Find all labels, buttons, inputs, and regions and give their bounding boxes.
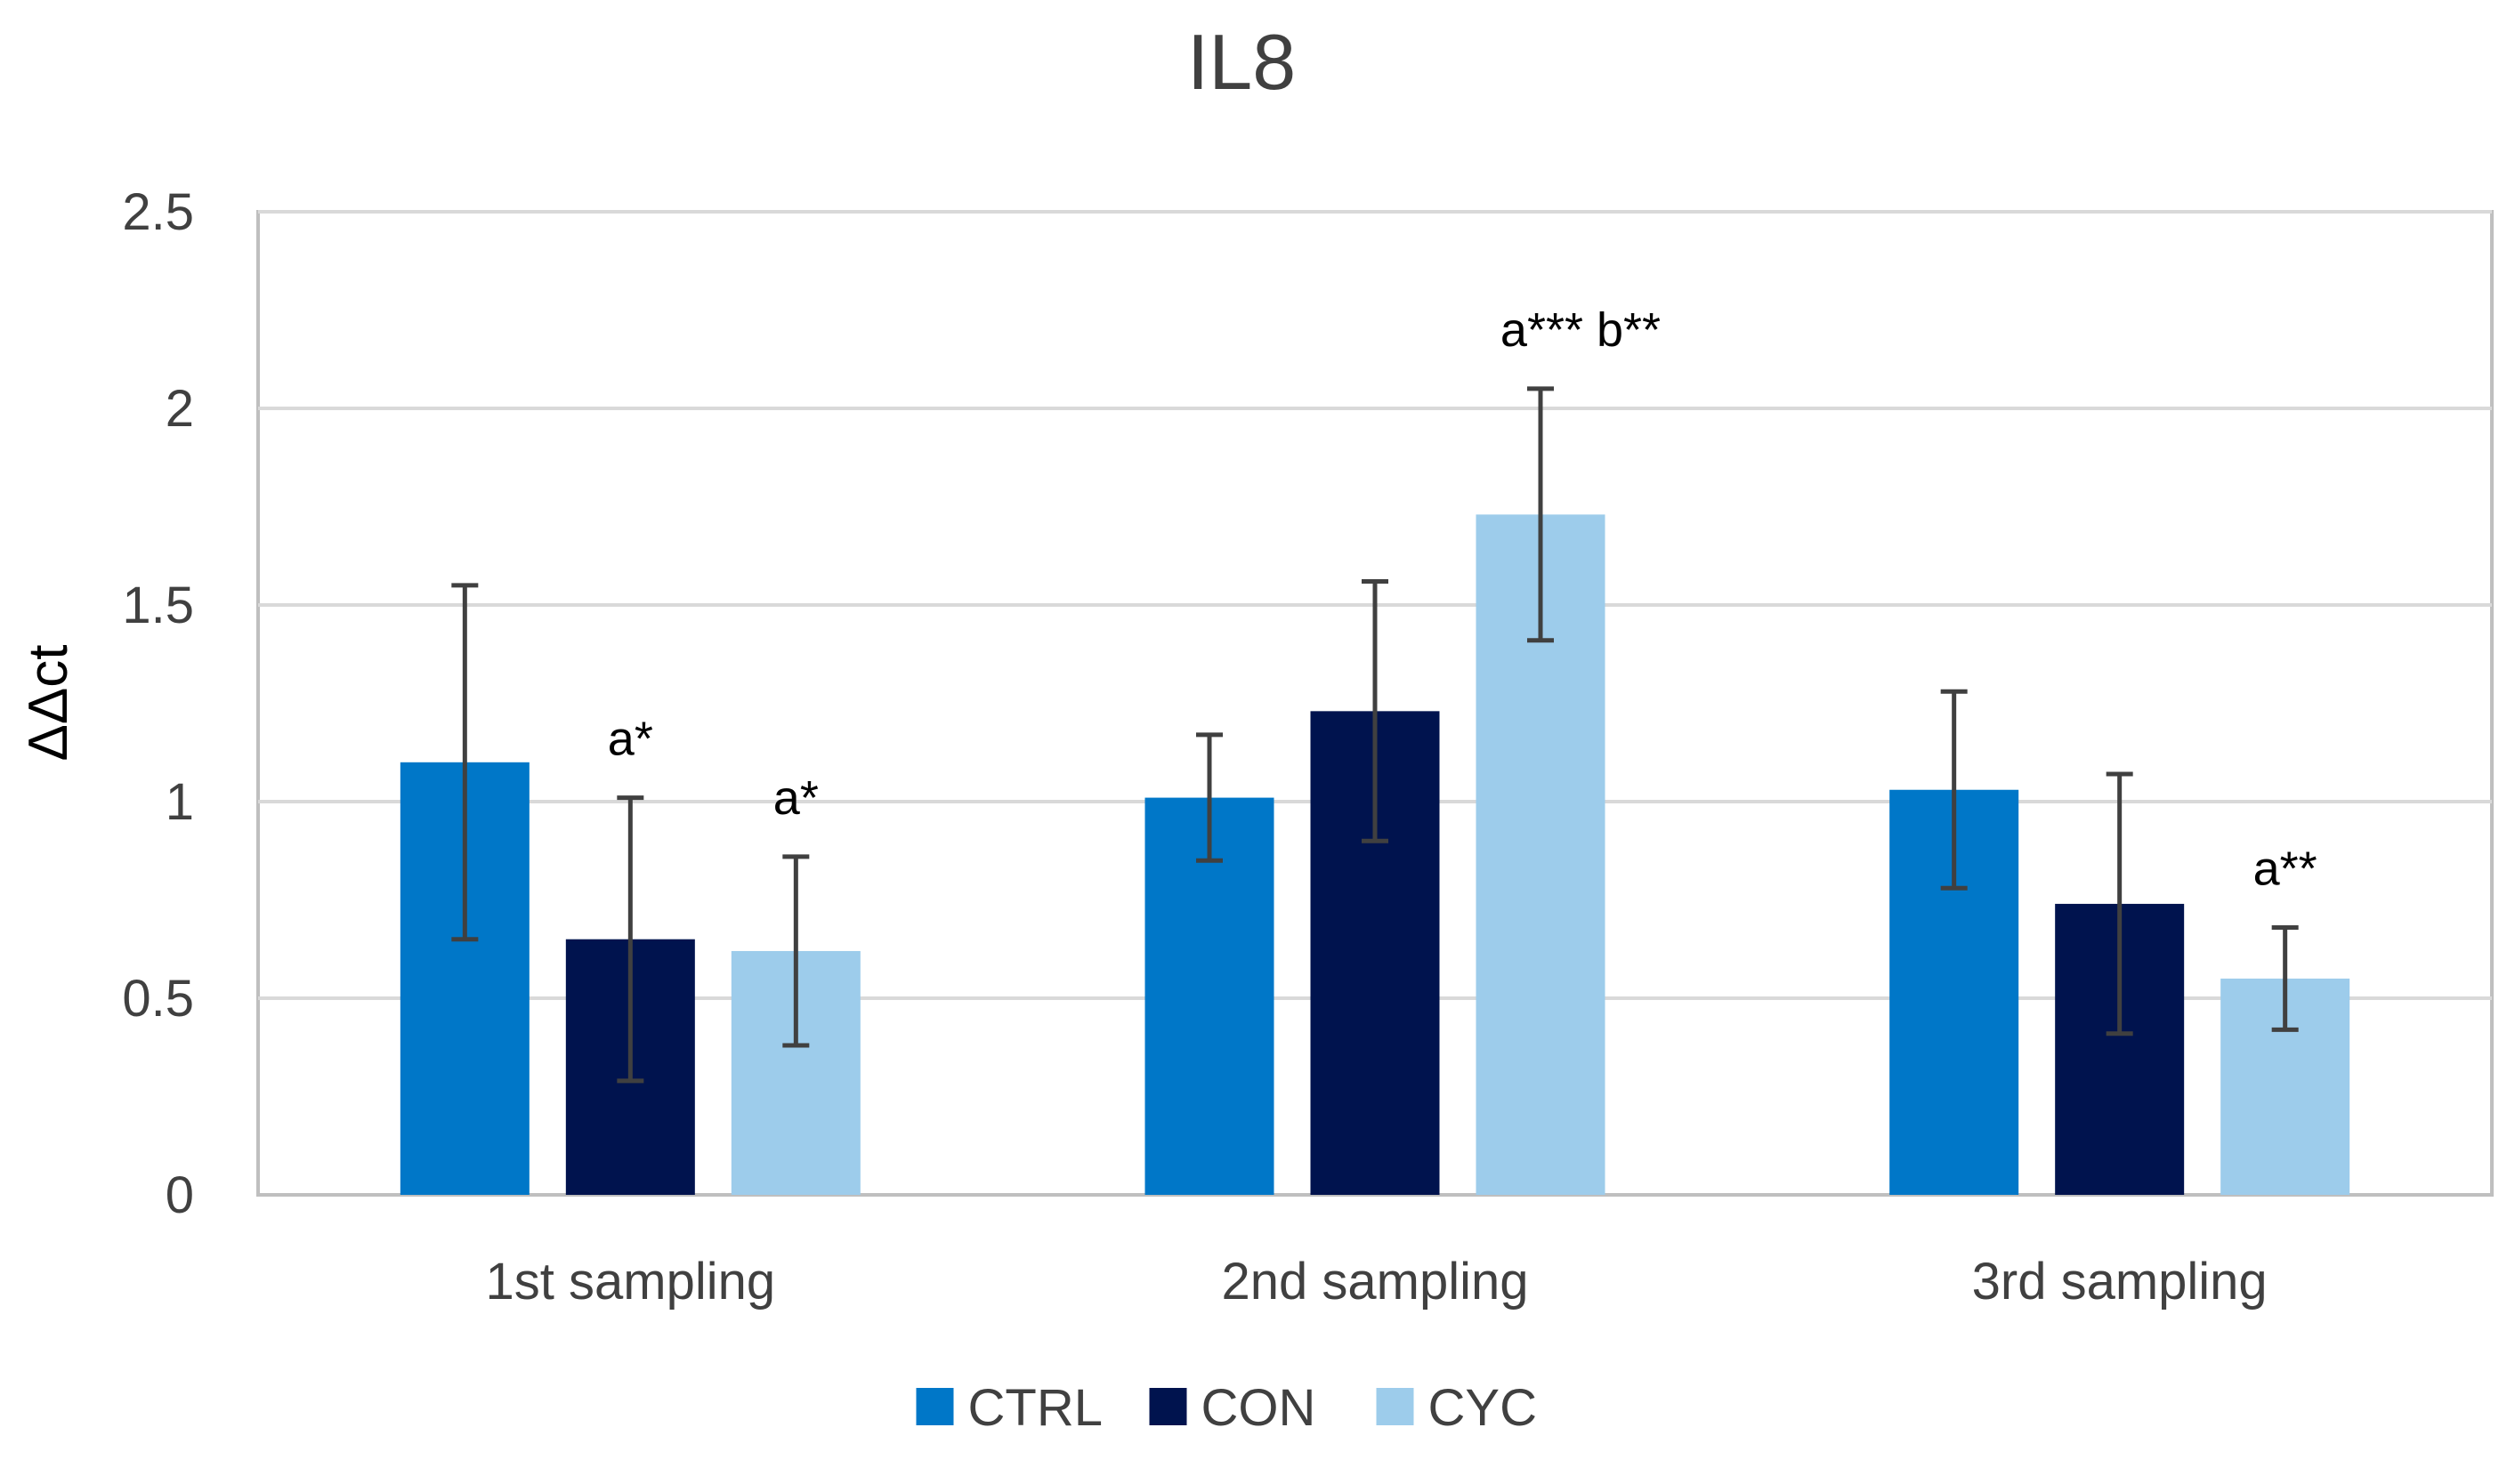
significance-annotations: a* a* a*** b** a**: [608, 303, 2317, 896]
significance-label: a*: [773, 771, 819, 825]
legend-swatch-ctrl: [916, 1388, 954, 1425]
axis-ticks: 0 0.5 1 1.5 2 2.5 1st sampling 2nd sampling 3rd …: [122, 183, 2267, 1311]
y-tick-label: 2: [166, 380, 194, 438]
y-tick-label: 1.5: [122, 577, 194, 634]
legend-swatch-cyc: [1376, 1388, 1414, 1425]
error-bars: [451, 386, 2299, 1084]
significance-label: a*: [608, 713, 653, 766]
y-tick-label: 1: [166, 773, 194, 831]
legend-swatch-con: [1149, 1388, 1187, 1425]
x-category-label: 2nd sampling: [1222, 1253, 1529, 1311]
significance-label: a**: [2253, 842, 2317, 895]
y-tick-label: 0.5: [122, 970, 194, 1028]
x-category-label: 1st sampling: [486, 1253, 776, 1311]
legend-label-cyc: CYC: [1428, 1379, 1537, 1437]
x-category-label: 3rd sampling: [1972, 1253, 2268, 1311]
legend: CTRL CON CYC: [916, 1379, 1537, 1437]
chart-title: IL8: [1187, 18, 1296, 106]
y-tick-label: 0: [166, 1166, 194, 1224]
y-axis-label: ΔΔct: [18, 644, 79, 761]
legend-label-con: CON: [1201, 1379, 1316, 1437]
significance-label: a*** b**: [1500, 303, 1661, 357]
legend-label-ctrl: CTRL: [968, 1379, 1103, 1437]
bar-ctrl-2: [1144, 797, 1274, 1195]
y-tick-label: 2.5: [122, 183, 194, 241]
